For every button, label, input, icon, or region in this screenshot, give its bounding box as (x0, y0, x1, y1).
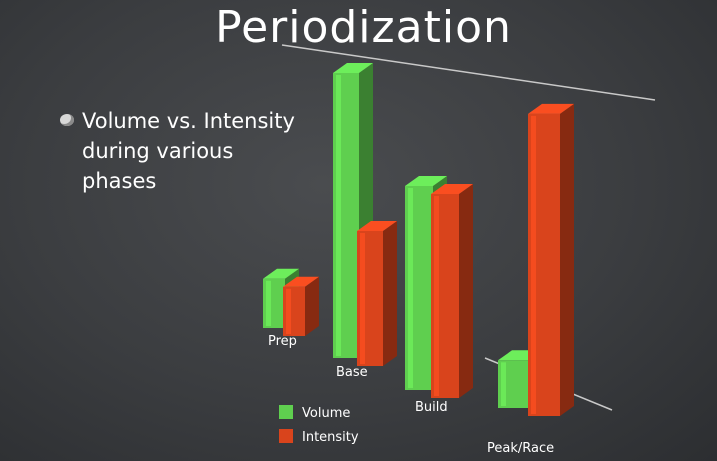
category-label-build: Build (415, 400, 448, 415)
legend-item-volume: Volume (279, 405, 350, 421)
slide-title: Periodization (215, 2, 512, 53)
svg-text:Intensity: Intensity (302, 430, 359, 445)
bar-intensity-base (357, 221, 397, 366)
legend: Volume Intensity (279, 405, 359, 445)
bar-intensity-build (431, 184, 473, 398)
bullet-text: Volume vs. Intensity during various phas… (82, 109, 295, 193)
bullet-icon (60, 114, 74, 126)
legend-item-intensity: Intensity (279, 429, 359, 445)
bar-intensity-peakrace (528, 103, 574, 417)
category-label-base: Base (336, 365, 368, 380)
chart-back-edge (281, 44, 656, 101)
svg-text:Volume: Volume (302, 406, 350, 421)
bar-intensity-prep (283, 276, 319, 336)
category-label-prep: Prep (268, 334, 297, 349)
bars-group (263, 63, 574, 417)
category-label-peakrace: Peak/Race (487, 441, 554, 456)
category-labels: Prep Base Build Peak/Race (268, 334, 554, 456)
